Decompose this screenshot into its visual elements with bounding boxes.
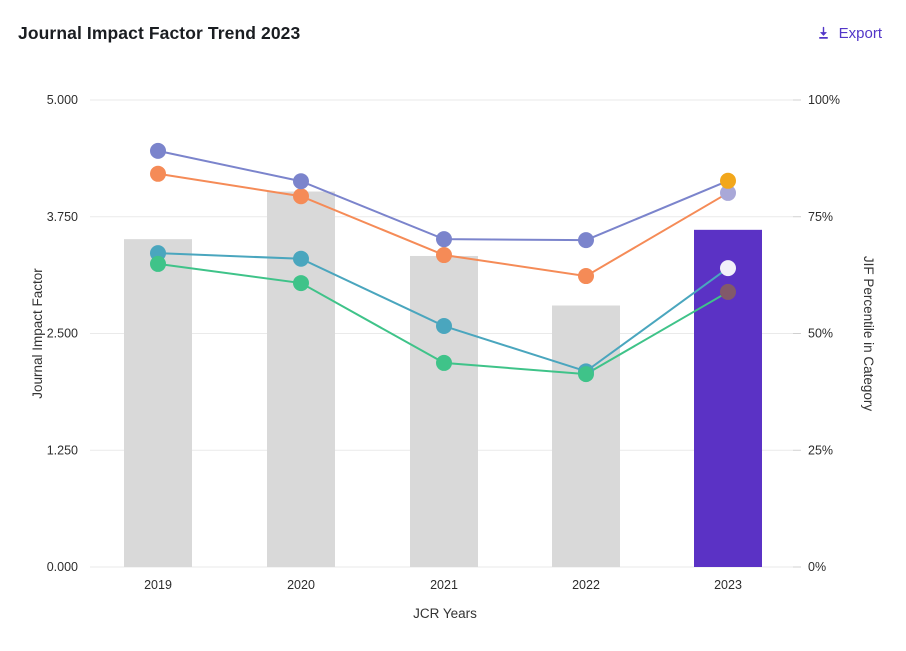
- download-icon: [818, 26, 828, 39]
- percentile-series-1-point-2020[interactable]: [293, 173, 309, 190]
- x-axis-tick-label: 2019: [144, 578, 172, 592]
- bar-2021[interactable]: [410, 255, 478, 567]
- percentile-series-1-line: [157, 149, 729, 242]
- left-axis-tick-label: 3.750: [47, 210, 78, 224]
- percentile-series-4-point-2019[interactable]: [150, 255, 166, 272]
- percentile-series-4-point-2020[interactable]: [293, 275, 309, 292]
- export-button[interactable]: Export: [814, 21, 884, 46]
- percentile-series-3-point-2021[interactable]: [436, 318, 452, 335]
- right-axis-tick-label: 100%: [808, 93, 840, 107]
- right-axis-tick-label: 75%: [808, 210, 833, 224]
- x-axis-tick-label: 2021: [430, 578, 458, 592]
- percentile-series-1-point-2021[interactable]: [436, 231, 452, 248]
- page-title: Journal Impact Factor Trend 2023: [18, 22, 301, 43]
- percentile-series-3-point-2020[interactable]: [293, 250, 309, 267]
- percentile-series-4-point-2021[interactable]: [436, 354, 452, 371]
- percentile-series-1-point-2022[interactable]: [578, 232, 594, 249]
- left-axis-tick-label: 1.250: [47, 443, 78, 457]
- bar-2022[interactable]: [552, 305, 620, 567]
- percentile-series-2-point-2019[interactable]: [150, 165, 166, 182]
- x-axis-tick-label: 2020: [287, 578, 315, 592]
- percentile-series-2-point-2021[interactable]: [436, 247, 452, 264]
- right-axis-tick-label: 0%: [808, 560, 826, 574]
- percentile-series-2-point-2020[interactable]: [293, 188, 309, 205]
- left-axis-tick-label: 2.500: [47, 327, 78, 341]
- right-axis-tick-label: 50%: [808, 327, 833, 341]
- x-axis-tick-label: 2022: [572, 578, 600, 592]
- left-axis-title: Journal Impact Factor: [30, 268, 45, 399]
- export-label: Export: [838, 24, 882, 42]
- percentile-series-1-point-2023[interactable]: [720, 172, 736, 189]
- chart-header: Journal Impact Factor Trend 2023 Export: [0, 0, 906, 60]
- percentile-series-1-point-2019[interactable]: [150, 142, 166, 159]
- right-axis-title: JIF Percentile in Category: [861, 256, 876, 412]
- x-axis-title: JCR Years: [413, 606, 477, 621]
- percentile-series-4-point-2022[interactable]: [578, 366, 594, 383]
- left-axis-tick-label: 5.000: [47, 93, 78, 107]
- percentile-series-2-point-2022[interactable]: [578, 268, 594, 285]
- right-axis-tick-label: 25%: [808, 443, 833, 457]
- percentile-series-3-point-2023[interactable]: [720, 260, 736, 277]
- x-axis-tick-label: 2023: [714, 578, 742, 592]
- bar-2020[interactable]: [267, 191, 335, 568]
- bar-2023[interactable]: [694, 229, 762, 568]
- percentile-series-2-point-2023[interactable]: [720, 184, 736, 201]
- bar-2019[interactable]: [124, 239, 192, 567]
- percentile-series-4-point-2023[interactable]: [720, 283, 736, 300]
- left-axis-tick-label: 0.000: [47, 560, 78, 574]
